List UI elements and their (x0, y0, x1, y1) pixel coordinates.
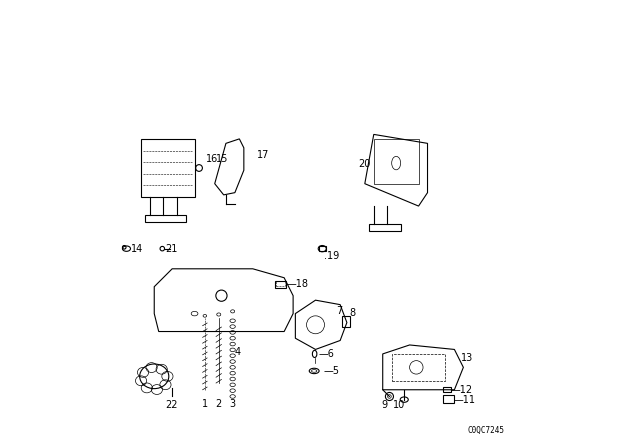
Text: 14: 14 (131, 244, 143, 254)
Bar (275, 281, 287, 288)
Bar (392, 354, 445, 381)
Text: 4: 4 (235, 347, 241, 357)
Text: 22: 22 (165, 401, 178, 410)
Text: 1: 1 (202, 399, 208, 409)
Text: 10: 10 (393, 401, 405, 410)
Text: 2: 2 (215, 399, 221, 409)
Text: 8: 8 (349, 308, 355, 318)
Text: —18: —18 (287, 279, 308, 289)
Text: 13: 13 (461, 353, 474, 363)
Text: —12: —12 (451, 385, 473, 395)
Text: 17: 17 (257, 150, 269, 159)
Bar (443, 395, 454, 403)
Text: .19: .19 (324, 251, 340, 261)
Text: 3: 3 (229, 399, 235, 409)
Bar (145, 215, 186, 222)
Bar (319, 246, 326, 251)
Bar (342, 316, 349, 327)
Bar (443, 387, 451, 392)
Text: 7: 7 (337, 306, 343, 316)
Text: —5: —5 (323, 366, 339, 376)
Text: 9: 9 (381, 401, 387, 410)
Text: —6: —6 (319, 349, 335, 359)
Bar (141, 139, 195, 197)
Bar (374, 139, 419, 184)
Text: 20: 20 (358, 159, 371, 168)
Text: —11: —11 (454, 395, 476, 405)
Text: 21: 21 (165, 244, 178, 254)
Text: C0QC7245: C0QC7245 (468, 426, 505, 435)
Bar (276, 281, 285, 286)
Bar (369, 224, 401, 231)
Text: 15: 15 (216, 154, 228, 164)
Text: 16: 16 (206, 154, 218, 164)
